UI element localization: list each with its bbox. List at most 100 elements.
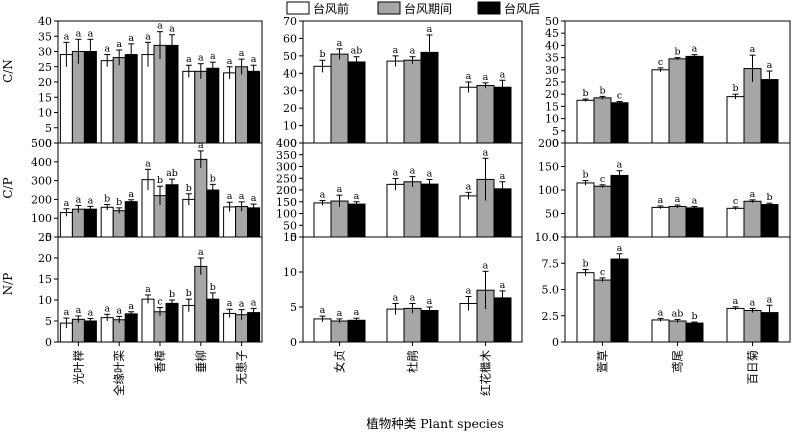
significance-letter: a [128,33,134,44]
bar [726,207,745,238]
significance-letter: a [483,72,489,83]
legend-label-1: 台风期间 [404,1,452,16]
bar [313,318,332,343]
significance-letter: a [116,305,122,316]
significance-letter: b [104,193,110,204]
bar [313,202,332,238]
y-tick-label: 400 [276,137,297,150]
significance-letter: b [169,289,175,300]
significance-letter: a [320,190,326,201]
significance-letter: a [658,307,664,318]
y-tick-label: 0 [552,231,559,244]
bar [651,69,670,144]
y-tick-label: 20 [545,88,559,101]
significance-letter: a [198,140,204,151]
significance-letter: a [88,28,94,39]
bar [651,319,670,343]
y-tick-label: 30 [545,64,559,77]
y-tick-label: 150 [276,196,297,209]
significance-letter: a [128,301,134,312]
significance-letter: a [658,195,664,206]
bar [726,96,745,144]
y-tick-label: 100 [276,208,297,221]
bar [459,86,478,144]
y-tick-label: 15 [38,273,52,286]
significance-letter: a [227,298,233,309]
y-tick-label: 50 [283,50,297,63]
y-tick-label: 0 [290,231,297,244]
significance-letter: a [320,305,326,316]
bar [83,208,97,238]
y-tick-label: 200 [31,193,52,206]
bar [651,206,670,238]
y-tick-label: 200 [538,137,559,150]
y-tick-label: 30 [283,85,297,98]
significance-letter: a [750,44,756,55]
significance-letter: a [733,296,739,307]
legend-label-0: 台风前 [313,1,349,16]
bar [420,183,439,238]
bar [493,188,512,238]
y-tick-label: 10 [283,120,297,133]
legend-swatch-1 [377,1,401,15]
significance-letter: a [500,171,506,182]
significance-letter: c [658,57,663,68]
bar [347,61,366,144]
y-tick-label: 25 [38,231,52,244]
bar [685,55,704,144]
significance-letter: a [239,299,245,310]
species-label: 女贞 [333,350,347,373]
y-tick-label: 150 [538,161,559,174]
bar [83,320,97,343]
significance-letter: c [600,267,605,278]
significance-letter: a [337,184,343,195]
significance-letter: ab [166,168,178,179]
significance-letter: a [186,54,192,65]
significance-letter: a [410,166,416,177]
significance-letter: c [157,297,162,308]
significance-letter: b [319,49,325,60]
bar [112,210,126,238]
significance-letter: b [157,175,163,186]
y-tick-label: 70 [283,15,297,28]
bar [153,311,167,343]
significance-letter: a [76,28,82,39]
bar [206,189,220,238]
y-tick-label: 100 [31,212,52,225]
significance-letter: a [64,198,70,209]
y-tick-label: 50 [283,219,297,232]
significance-letter: a [427,24,433,35]
bar [403,59,422,144]
significance-letter: a [169,24,175,35]
significance-letter: a [128,189,134,200]
bar [124,313,138,343]
significance-letter: a [145,31,151,42]
species-labels: 光叶榉 全缘叶栾 香樟 垂柳 无患子 女贞 杜鹃 红花檵木 萱草 鸢尾 百日菊 [71,342,760,396]
significance-letter: a [354,307,360,318]
significance-letter: b [766,192,772,203]
x-axis-label: 植物种类 Plant species [366,416,504,431]
bar [576,182,595,238]
bar [476,84,495,144]
y-tick-label: 0 [552,137,559,150]
bar [610,102,629,144]
significance-letter: a [500,69,506,80]
bar [153,44,167,144]
y-tick-label: 250 [276,172,297,185]
bar [420,310,439,343]
significance-letter: a [88,307,94,318]
significance-letter: b [582,88,588,99]
significance-letter: a [617,160,623,171]
significance-letter: a [466,71,472,82]
bar [493,86,512,144]
y-tick-label: 20 [283,102,297,115]
y-tick-label: 200 [276,184,297,197]
significance-letter: a [251,193,257,204]
significance-letter: a [145,284,151,295]
bar [206,298,220,343]
y-tick-label: 15 [545,100,559,113]
